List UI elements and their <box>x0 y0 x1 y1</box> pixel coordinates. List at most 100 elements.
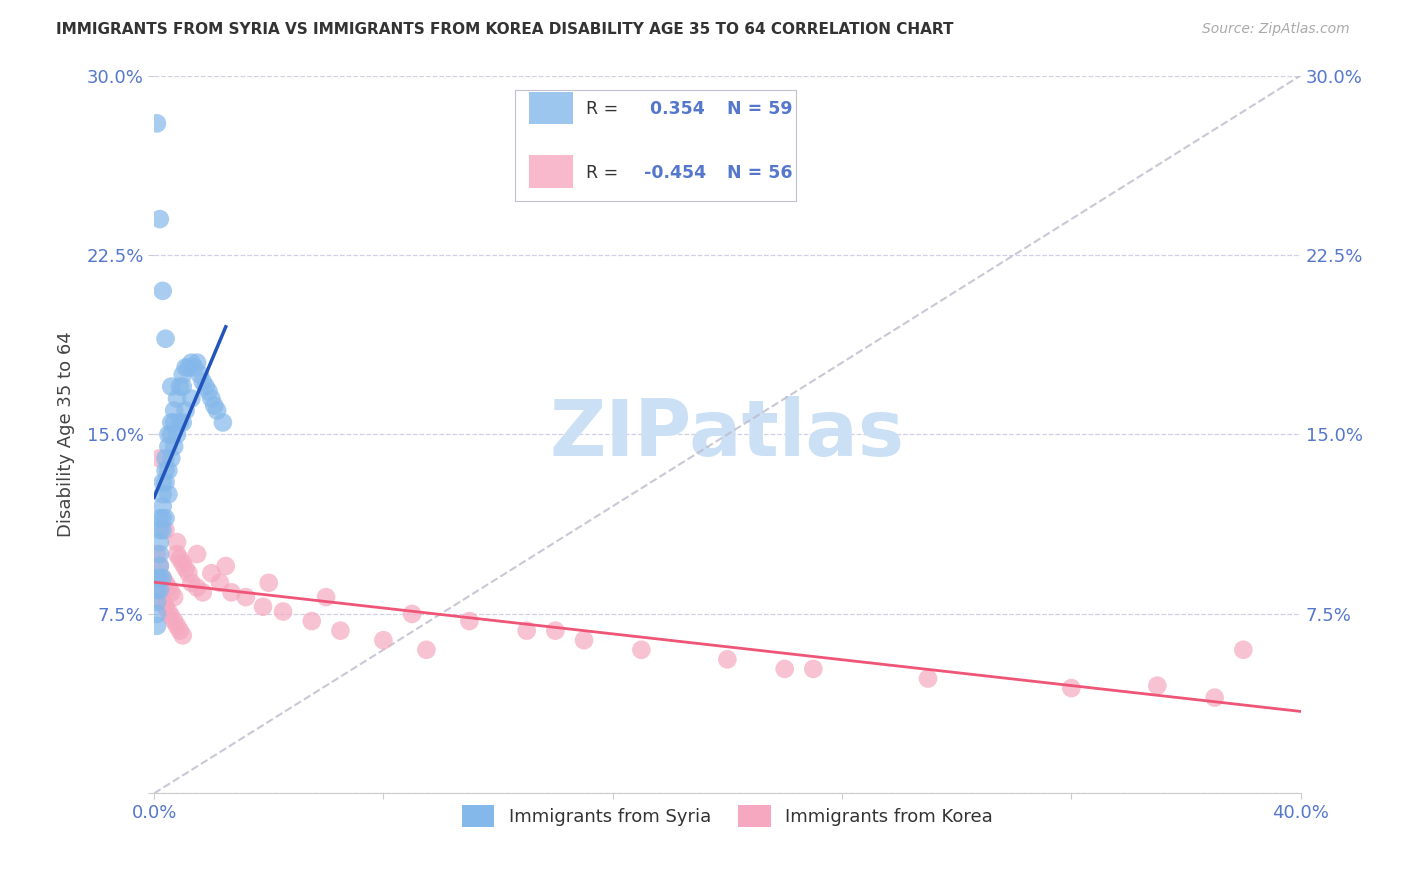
Point <box>149 582 172 597</box>
Point <box>174 360 197 375</box>
FancyBboxPatch shape <box>529 92 572 124</box>
Point <box>186 356 208 370</box>
Point <box>155 451 177 466</box>
Point <box>160 451 183 466</box>
Point <box>177 566 200 581</box>
Point <box>146 116 169 130</box>
Point <box>149 559 172 574</box>
Point <box>174 403 197 417</box>
Point <box>149 571 172 585</box>
Point <box>401 607 423 621</box>
Point <box>160 416 183 430</box>
Point <box>146 595 169 609</box>
Point <box>152 284 174 298</box>
Point <box>146 619 169 633</box>
Point <box>186 547 208 561</box>
Point <box>157 463 180 477</box>
Point <box>157 427 180 442</box>
Point <box>157 605 180 619</box>
Point <box>301 614 323 628</box>
Point <box>146 607 169 621</box>
Text: -0.454: -0.454 <box>644 164 706 182</box>
Point <box>212 416 235 430</box>
Point <box>172 368 194 382</box>
Point <box>146 547 169 561</box>
Point <box>160 379 183 393</box>
Text: 0.354: 0.354 <box>644 100 704 119</box>
Point <box>169 416 191 430</box>
Point <box>458 614 481 628</box>
Point <box>149 212 172 227</box>
Point <box>157 487 180 501</box>
Point <box>149 582 172 597</box>
Point <box>152 571 174 585</box>
Point <box>155 511 177 525</box>
Point <box>166 535 188 549</box>
Point <box>180 356 202 370</box>
Point <box>160 585 183 599</box>
Text: IMMIGRANTS FROM SYRIA VS IMMIGRANTS FROM KOREA DISABILITY AGE 35 TO 64 CORRELATI: IMMIGRANTS FROM SYRIA VS IMMIGRANTS FROM… <box>56 22 953 37</box>
Point <box>215 559 238 574</box>
Point <box>172 628 194 642</box>
Point <box>516 624 538 638</box>
Point <box>163 439 186 453</box>
Point <box>194 379 217 393</box>
Point <box>1146 679 1168 693</box>
Point <box>166 427 188 442</box>
Point <box>205 403 228 417</box>
Point <box>166 547 188 561</box>
Point <box>155 332 177 346</box>
Point <box>917 672 939 686</box>
Point <box>149 559 172 574</box>
Point <box>180 575 202 590</box>
Point <box>160 609 183 624</box>
Text: N = 59: N = 59 <box>727 100 793 119</box>
Point <box>188 368 211 382</box>
Point <box>160 427 183 442</box>
FancyBboxPatch shape <box>515 90 796 201</box>
Point <box>630 642 652 657</box>
Point <box>172 379 194 393</box>
Point <box>716 652 738 666</box>
Point <box>172 557 194 571</box>
Point <box>197 384 219 399</box>
Point <box>200 392 222 406</box>
Point <box>152 511 174 525</box>
Point <box>163 590 186 604</box>
Point <box>157 439 180 453</box>
Text: N = 56: N = 56 <box>727 164 793 182</box>
Point <box>174 561 197 575</box>
Text: ZIPatlas: ZIPatlas <box>550 396 905 473</box>
Point <box>152 571 174 585</box>
Point <box>149 535 172 549</box>
Point <box>257 575 280 590</box>
Y-axis label: Disability Age 35 to 64: Disability Age 35 to 64 <box>58 332 75 537</box>
Point <box>169 379 191 393</box>
Point <box>155 575 177 590</box>
Point <box>155 463 177 477</box>
Point <box>149 523 172 537</box>
Point <box>163 614 186 628</box>
Point <box>1204 690 1226 705</box>
Point <box>152 475 174 490</box>
Point <box>329 624 352 638</box>
Point <box>152 595 174 609</box>
Point <box>146 582 169 597</box>
Point <box>177 360 200 375</box>
Point <box>149 511 172 525</box>
Point <box>191 585 214 599</box>
Point <box>186 581 208 595</box>
Point <box>146 571 169 585</box>
Point <box>166 392 188 406</box>
Point <box>149 547 172 561</box>
Point <box>801 662 824 676</box>
Point <box>208 575 231 590</box>
Point <box>152 523 174 537</box>
Point <box>183 360 205 375</box>
Point <box>149 451 172 466</box>
Point <box>155 523 177 537</box>
Point <box>155 599 177 614</box>
Point <box>191 375 214 389</box>
Legend: Immigrants from Syria, Immigrants from Korea: Immigrants from Syria, Immigrants from K… <box>454 798 1000 835</box>
Point <box>152 500 174 514</box>
